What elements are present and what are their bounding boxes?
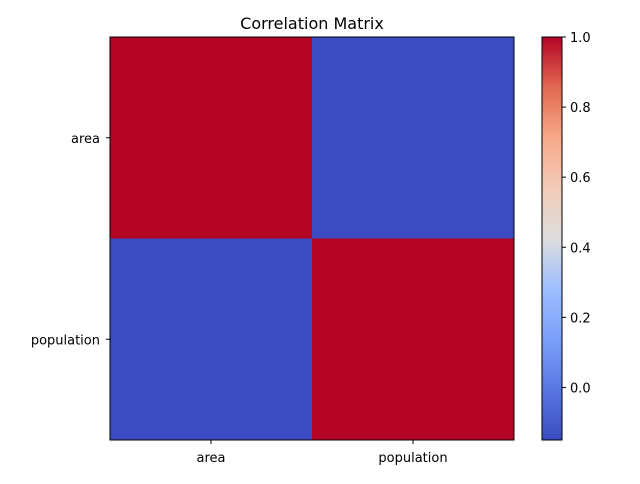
x-tick-label: area: [197, 451, 226, 466]
colorbar-tick-label: 0.8: [570, 101, 591, 116]
y-tick-label: population: [31, 333, 100, 348]
colorbar-tick-label: 0.0: [570, 381, 591, 396]
colorbar-tick-label: 0.6: [570, 171, 591, 186]
heatmap-cells: [110, 37, 515, 441]
x-axis: area population: [197, 440, 448, 466]
plot-frame: [109, 36, 515, 441]
heatmap-cell-area-area: [110, 37, 313, 239]
colorbar: [541, 36, 563, 441]
colorbar-tick-label: 0.2: [570, 311, 591, 326]
x-tick-label: population: [378, 451, 447, 466]
heatmap-cell-area-population: [312, 37, 515, 239]
chart-title: Correlation Matrix: [240, 14, 384, 33]
heatmap-cell-population-area: [110, 238, 313, 441]
colorbar-tick-label: 1.0: [570, 31, 591, 46]
y-axis: area population: [31, 132, 110, 348]
heatmap-cell-population-population: [312, 238, 515, 441]
y-tick-label: area: [71, 132, 100, 147]
colorbar-axis: 0.0 0.2 0.4 0.6 0.8 1.0: [562, 31, 591, 396]
colorbar-tick-label: 0.4: [570, 241, 591, 256]
